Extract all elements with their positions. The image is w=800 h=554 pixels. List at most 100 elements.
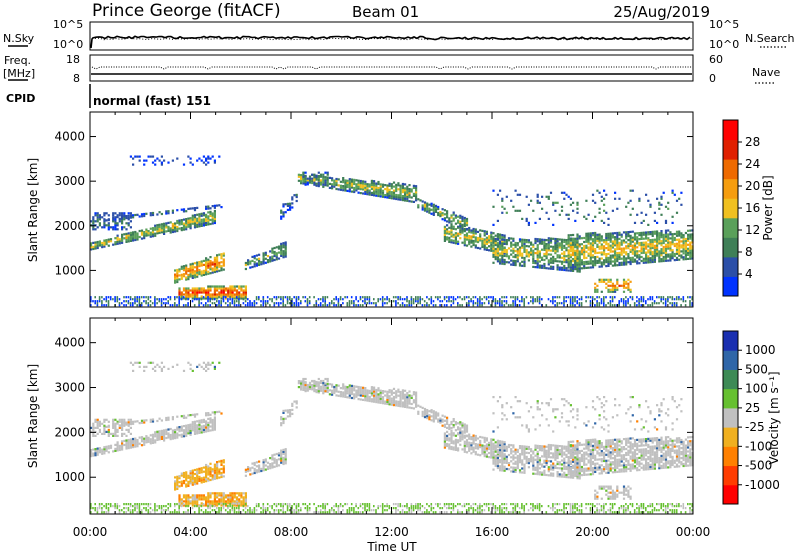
power-cell [289, 298, 291, 301]
power-cell [680, 246, 683, 249]
power-cell [121, 239, 124, 242]
velocity-cell [202, 426, 205, 429]
power-cell [554, 296, 556, 299]
velocity-cell [317, 391, 320, 394]
power-cell [510, 245, 513, 248]
power-cell [538, 296, 541, 299]
power-cell [594, 215, 597, 218]
power-cell [202, 161, 205, 164]
power-cell [585, 236, 588, 239]
power-cell [470, 229, 473, 232]
power-cell [638, 197, 641, 200]
power-cell [160, 163, 163, 166]
power-cell [242, 298, 245, 301]
velocity-cell [191, 469, 194, 472]
power-cell [567, 242, 570, 245]
power-cell [492, 244, 495, 247]
power-cell [669, 231, 672, 234]
power-cell [499, 254, 502, 257]
power-cell [304, 300, 307, 303]
power-cell [598, 207, 601, 210]
power-cell [160, 227, 163, 230]
power-cell [629, 244, 632, 247]
power-cell [163, 222, 166, 225]
power-cell [596, 237, 599, 240]
power-cell [94, 243, 97, 246]
power-cell [662, 241, 665, 245]
power-cell [530, 241, 533, 244]
power-cell [642, 261, 645, 264]
power-cell [589, 254, 592, 257]
power-cell [200, 302, 203, 305]
power-cell [408, 194, 411, 197]
power-cell [518, 209, 522, 212]
velocity-cell [251, 472, 254, 475]
power-cell [675, 199, 679, 202]
velocity-cell [134, 420, 137, 423]
power-cell [642, 237, 645, 240]
power-cell [313, 183, 316, 186]
velocity-cell [262, 507, 265, 510]
power-cell [653, 246, 656, 249]
velocity-cell [284, 409, 287, 412]
power-cell [390, 183, 393, 186]
power-cell [565, 239, 568, 242]
power-cell [105, 241, 108, 244]
power-cell [98, 240, 101, 243]
power-cell [167, 302, 169, 305]
power-cell [366, 296, 368, 299]
power-cell [461, 215, 464, 218]
power-cell [541, 266, 544, 269]
velocity-cell [185, 477, 188, 480]
velocity-cell [284, 462, 287, 465]
power-cell [370, 183, 373, 186]
velocity-cell [233, 502, 236, 505]
velocity-cell [196, 480, 199, 483]
power-cell [147, 296, 150, 299]
power-cell [244, 289, 247, 292]
power-cell [401, 191, 404, 194]
power-cell [185, 293, 188, 296]
power-cell [507, 304, 510, 307]
power-cell [213, 298, 216, 301]
power-cell [178, 291, 181, 294]
velocity-cell [196, 496, 199, 499]
power-cell [136, 236, 139, 239]
power-cell [233, 304, 236, 307]
power-cell [611, 240, 614, 243]
velocity-cell [202, 424, 205, 427]
power-cell [673, 304, 676, 307]
power-cell [390, 187, 393, 190]
power-cell [629, 234, 632, 237]
power-cell [238, 287, 241, 290]
power-cell [558, 268, 561, 271]
power-cell [625, 263, 628, 266]
power-cell [419, 298, 421, 301]
power-cell [151, 213, 155, 217]
power-cell [129, 231, 132, 234]
power-cell [660, 240, 663, 243]
power-cell [200, 289, 203, 292]
velocity-cell [185, 434, 188, 437]
power-cell [140, 233, 144, 236]
power-cell [609, 240, 612, 243]
power-cell [379, 193, 382, 196]
power-cell [280, 242, 283, 245]
velocity-cell [145, 441, 148, 444]
power-cell [518, 252, 522, 255]
power-cell [563, 298, 565, 301]
power-cell [317, 177, 320, 180]
velocity-cell [174, 431, 177, 434]
colorbar-box [723, 139, 738, 160]
power-cell [622, 290, 626, 293]
power-cell [609, 236, 612, 239]
power-cell [457, 234, 460, 237]
power-cell [678, 254, 681, 257]
velocity-cell [160, 435, 163, 438]
power-cell [541, 256, 544, 259]
power-cell [198, 217, 201, 220]
velocity-cell [160, 507, 163, 510]
power-cell [463, 224, 466, 228]
power-cell [600, 263, 603, 266]
power-cell [532, 261, 535, 264]
